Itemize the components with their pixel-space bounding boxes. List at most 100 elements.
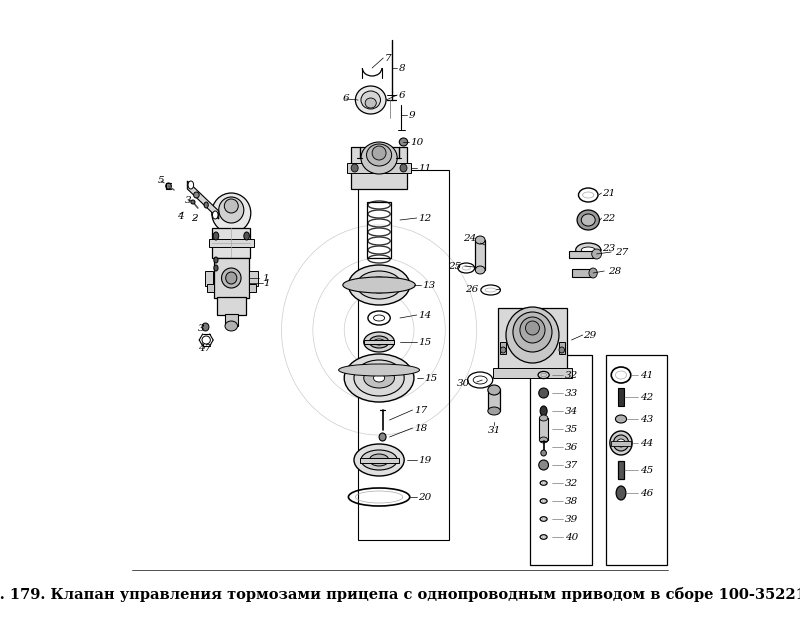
Ellipse shape	[541, 450, 546, 456]
Bar	[217, 297, 246, 315]
Ellipse shape	[213, 232, 218, 240]
Bar	[475, 240, 486, 270]
Ellipse shape	[355, 86, 386, 114]
Text: 35: 35	[565, 425, 578, 433]
Text: 23: 23	[602, 243, 615, 253]
Ellipse shape	[475, 266, 485, 274]
Text: 32: 32	[565, 371, 578, 379]
Text: 14: 14	[418, 310, 431, 320]
Ellipse shape	[582, 214, 595, 226]
Text: 6: 6	[398, 90, 406, 99]
Bar	[358, 170, 449, 540]
Bar	[569, 250, 597, 258]
Ellipse shape	[344, 354, 414, 402]
Ellipse shape	[538, 460, 549, 470]
Text: 15: 15	[425, 373, 438, 383]
Text: 19: 19	[418, 455, 431, 465]
Text: 32: 32	[565, 478, 578, 488]
Text: 3: 3	[198, 323, 205, 332]
Ellipse shape	[354, 360, 404, 396]
Polygon shape	[187, 181, 218, 219]
Bar	[539, 418, 548, 440]
Bar	[530, 355, 593, 565]
Ellipse shape	[212, 193, 251, 233]
Bar	[249, 284, 256, 292]
Ellipse shape	[364, 368, 394, 388]
Bar	[214, 258, 249, 298]
Ellipse shape	[364, 332, 394, 352]
Text: 36: 36	[565, 442, 578, 452]
Bar	[212, 228, 250, 258]
Bar	[250, 271, 258, 286]
Ellipse shape	[365, 98, 376, 108]
Ellipse shape	[244, 232, 250, 240]
Ellipse shape	[213, 211, 218, 219]
Ellipse shape	[559, 347, 565, 353]
Bar	[205, 271, 213, 286]
Bar	[347, 163, 411, 173]
Ellipse shape	[357, 271, 402, 299]
Ellipse shape	[188, 181, 194, 189]
Bar	[572, 269, 593, 277]
Ellipse shape	[343, 277, 415, 293]
Ellipse shape	[194, 192, 199, 198]
Text: 34: 34	[565, 407, 578, 415]
Ellipse shape	[577, 210, 599, 230]
Ellipse shape	[214, 265, 218, 271]
Ellipse shape	[222, 268, 241, 288]
Text: 31: 31	[487, 426, 501, 434]
Bar	[610, 441, 631, 446]
Ellipse shape	[224, 199, 238, 213]
Text: 47: 47	[198, 344, 211, 352]
Text: 28: 28	[608, 266, 621, 276]
Text: 20: 20	[418, 493, 431, 501]
Ellipse shape	[488, 385, 500, 395]
Text: 7: 7	[385, 54, 391, 62]
Ellipse shape	[610, 431, 632, 455]
Ellipse shape	[349, 265, 410, 305]
Ellipse shape	[361, 450, 398, 470]
Text: 9: 9	[408, 111, 415, 119]
Ellipse shape	[616, 486, 626, 500]
Bar	[207, 284, 214, 292]
Ellipse shape	[366, 144, 392, 166]
Text: 22: 22	[602, 213, 615, 222]
Text: 2: 2	[191, 213, 198, 222]
Ellipse shape	[500, 347, 506, 353]
Ellipse shape	[539, 415, 548, 421]
Ellipse shape	[538, 388, 549, 398]
Text: 3: 3	[186, 195, 192, 205]
Bar	[498, 308, 567, 373]
Bar	[209, 239, 254, 247]
Text: 17: 17	[414, 405, 427, 415]
Text: 46: 46	[640, 488, 653, 497]
Text: 21: 21	[602, 188, 615, 198]
Ellipse shape	[370, 336, 389, 348]
Ellipse shape	[540, 406, 547, 416]
Ellipse shape	[225, 321, 238, 331]
Bar	[618, 461, 624, 479]
Ellipse shape	[592, 249, 602, 259]
Ellipse shape	[589, 268, 598, 278]
Ellipse shape	[615, 415, 626, 423]
Ellipse shape	[582, 247, 595, 253]
Bar	[559, 342, 565, 354]
Text: 42: 42	[640, 392, 653, 402]
Text: 12: 12	[418, 213, 431, 222]
Ellipse shape	[520, 317, 545, 343]
Ellipse shape	[361, 91, 381, 109]
Ellipse shape	[191, 200, 195, 204]
Ellipse shape	[374, 339, 385, 345]
Ellipse shape	[488, 407, 500, 415]
Bar	[500, 342, 506, 354]
Ellipse shape	[379, 433, 386, 441]
Ellipse shape	[214, 257, 218, 263]
Bar	[359, 457, 398, 462]
Ellipse shape	[475, 236, 485, 244]
Ellipse shape	[226, 272, 237, 284]
Ellipse shape	[506, 307, 559, 363]
Ellipse shape	[539, 437, 548, 443]
Bar	[367, 202, 391, 258]
Text: 8: 8	[398, 64, 406, 72]
Text: 38: 38	[565, 496, 578, 506]
